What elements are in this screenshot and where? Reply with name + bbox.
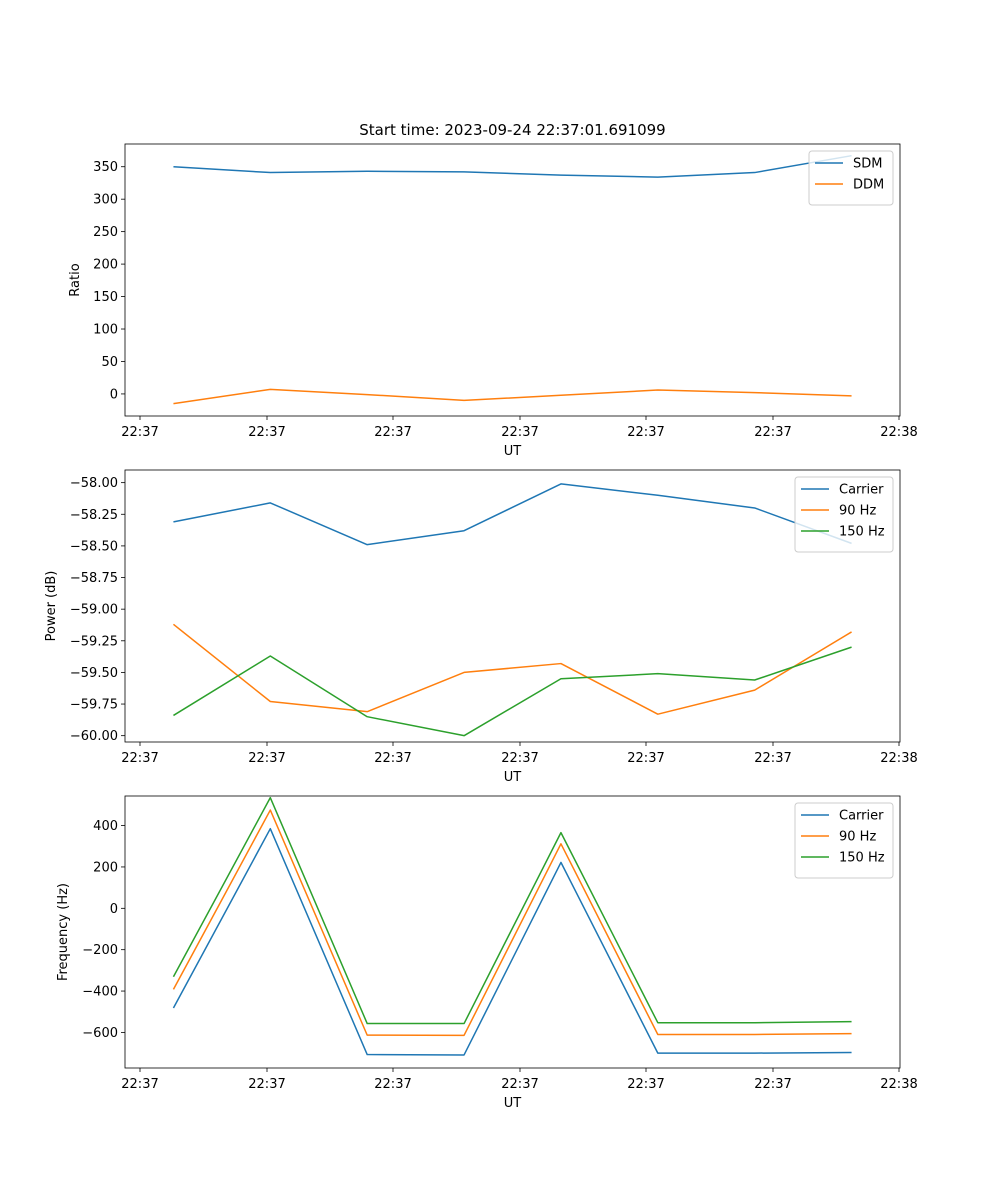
ratio-y-tick-label: 350 — [93, 160, 118, 175]
ratio-x-tick-label: 22:37 — [627, 425, 664, 440]
ratio-x-tick-label: 22:37 — [501, 425, 538, 440]
power-legend: Carrier 90 Hz 150 Hz — [794, 476, 894, 553]
ratio-series-line-ddm — [173, 388, 852, 405]
frequency-y-axis-label: Frequency (Hz) — [56, 883, 71, 981]
power-legend-box — [794, 476, 894, 553]
frequency-y-tick-label: 200 — [93, 860, 118, 875]
frequency-x-tick-label: 22:37 — [754, 1077, 791, 1092]
power-x-tick-label: 22:37 — [248, 751, 285, 766]
ratio-x-tick-label: 22:37 — [248, 425, 285, 440]
frequency-x-tick-label: 22:37 — [121, 1077, 158, 1092]
ratio-y-tick-label: 300 — [93, 193, 118, 208]
ratio-legend-box — [808, 150, 894, 206]
ratio-legend: SDM DDM — [808, 150, 894, 206]
power-axes-frame — [124, 469, 901, 743]
panel-frequency: 22:37 22:37 22:37 22:37 22:37 22:37 22:38 −600 −… — [56, 795, 918, 1111]
frequency-y-tick-label: 400 — [93, 819, 118, 834]
power-x-tick-label: 22:38 — [880, 751, 917, 766]
frequency-legend-label: 90 Hz — [839, 830, 876, 845]
power-x-tick-label: 22:37 — [121, 751, 158, 766]
ratio-x-axis-label: UT — [504, 444, 522, 459]
power-y-axis-label: Power (dB) — [44, 571, 59, 642]
power-x-axis-label: UT — [504, 770, 522, 785]
frequency-axes-frame — [124, 795, 901, 1069]
frequency-y-tick-label: −400 — [82, 985, 118, 1000]
frequency-x-axis-label: UT — [504, 1096, 522, 1111]
power-y-tick-label: −59.50 — [70, 666, 118, 681]
frequency-legend-label: 150 Hz — [839, 851, 885, 866]
frequency-y-tick-label: 0 — [110, 902, 118, 917]
ratio-x-tick-label: 22:37 — [121, 425, 158, 440]
panel-ratio: 22:37 22:37 22:37 22:37 22:37 22:37 22:38 0 50 10… — [68, 143, 918, 459]
power-legend-label: Carrier — [839, 483, 884, 498]
ratio-x-tick-label: 22:38 — [880, 425, 917, 440]
power-x-tick-label: 22:37 — [627, 751, 664, 766]
ratio-y-tick-label: 0 — [110, 387, 118, 402]
ratio-y-tick-label: 150 — [93, 290, 118, 305]
ratio-axes-frame — [124, 143, 901, 417]
frequency-x-tick-label: 22:38 — [880, 1077, 917, 1092]
ratio-y-axis-label: Ratio — [68, 263, 83, 296]
power-y-tick-label: −58.50 — [70, 539, 118, 554]
ratio-x-tick-label: 22:37 — [374, 425, 411, 440]
power-series-line-90-hz — [172, 623, 852, 715]
ratio-series-line-sdm — [173, 154, 852, 178]
ratio-y-tick-label: 200 — [93, 258, 118, 273]
ratio-y-tick-label: 250 — [93, 225, 118, 240]
frequency-x-tick-label: 22:37 — [501, 1077, 538, 1092]
power-y-tick-label: −58.25 — [70, 508, 118, 523]
ratio-x-tick-label: 22:37 — [754, 425, 791, 440]
frequency-series-line-carrier — [172, 827, 852, 1056]
power-series-line-150-hz — [173, 646, 852, 737]
power-y-tick-label: −58.00 — [70, 476, 118, 491]
power-x-tick-label: 22:37 — [501, 751, 538, 766]
frequency-series-line-150-hz — [172, 796, 852, 1025]
ratio-legend-label: SDM — [853, 157, 882, 172]
frequency-legend-box — [794, 802, 894, 879]
frequency-legend-label: Carrier — [839, 809, 884, 824]
frequency-y-tick-label: −600 — [82, 1026, 118, 1041]
power-y-tick-label: −59.25 — [70, 634, 118, 649]
frequency-x-tick-label: 22:37 — [248, 1077, 285, 1092]
figure-title: Start time: 2023-09-24 22:37:01.691099 — [359, 121, 665, 139]
frequency-y-tick-label: −200 — [82, 943, 118, 958]
panel-power: 22:37 22:37 22:37 22:37 22:37 22:37 22:38 −60.0… — [44, 469, 918, 785]
frequency-x-tick-label: 22:37 — [374, 1077, 411, 1092]
power-y-tick-label: −60.00 — [70, 729, 118, 744]
frequency-x-tick-label: 22:37 — [627, 1077, 664, 1092]
power-y-tick-label: −59.75 — [70, 698, 118, 713]
power-legend-label: 90 Hz — [839, 504, 876, 519]
power-x-tick-label: 22:37 — [754, 751, 791, 766]
power-series-line-carrier — [173, 483, 852, 546]
power-x-tick-label: 22:37 — [374, 751, 411, 766]
power-y-tick-label: −58.75 — [70, 571, 118, 586]
power-y-tick-label: −59.00 — [70, 603, 118, 618]
ratio-legend-label: DDM — [853, 178, 884, 193]
frequency-legend: Carrier 90 Hz 150 Hz — [794, 802, 894, 879]
power-legend-label: 150 Hz — [839, 525, 885, 540]
ratio-y-tick-label: 50 — [101, 355, 118, 370]
frequency-series-line-90-hz — [172, 809, 852, 1037]
ratio-y-tick-label: 100 — [93, 323, 118, 338]
